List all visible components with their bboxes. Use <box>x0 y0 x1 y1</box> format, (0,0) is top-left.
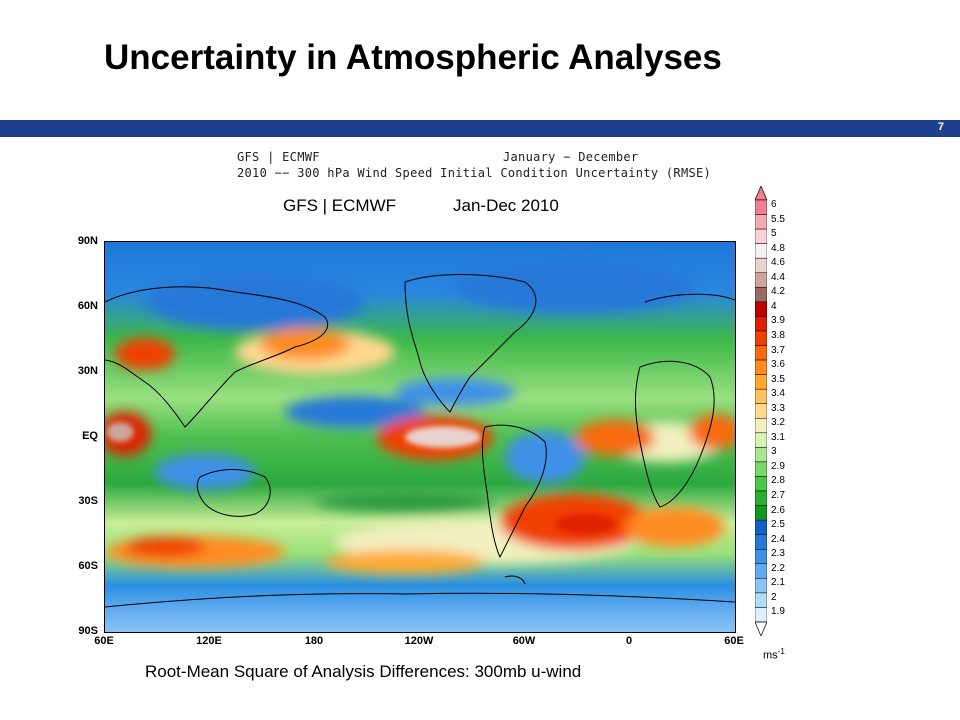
colorbar-tick-label: 3.9 <box>771 315 785 327</box>
figure-period-label: January − December <box>503 150 639 164</box>
colorbar-swatch <box>755 316 767 332</box>
colorbar-tick-label: 5 <box>771 228 777 240</box>
colorbar-tick-label: 3.7 <box>771 344 785 356</box>
colorbar-unit-exponent: -1 <box>777 647 785 656</box>
colorbar-swatch <box>755 505 767 521</box>
lat-label-eq: EQ <box>82 430 98 442</box>
colorbar-swatch <box>755 199 767 215</box>
lat-label-60s: 60S <box>78 560 98 572</box>
figure-header-line2: 2010 −− 300 hPa Wind Speed Initial Condi… <box>237 166 712 180</box>
map-subtitle-period: Jan-Dec 2010 <box>453 196 559 215</box>
lon-label-60e-east: 60E <box>724 635 744 647</box>
colorbar-tick-label: 4.6 <box>771 257 785 269</box>
slide-title: Uncertainty in Atmospheric Analyses <box>104 38 722 77</box>
colorbar-tick-label: 2.6 <box>771 504 785 516</box>
colorbar-swatch <box>755 418 767 434</box>
header-bar: 7 <box>0 120 960 137</box>
colorbar-swatch <box>755 330 767 346</box>
colorbar-tick-label: 4.4 <box>771 271 785 283</box>
colorbar-swatch <box>755 243 767 259</box>
colorbar-tick-label: 3.6 <box>771 359 785 371</box>
colorbar-swatch <box>755 403 767 419</box>
colorbar-swatch <box>755 490 767 506</box>
colorbar-tick-label: 2.8 <box>771 475 785 487</box>
map-subtitle-source: GFS | ECMWF <box>283 196 397 215</box>
colorbar-unit-base: ms <box>763 649 778 662</box>
colorbar-tick-label: 2.4 <box>771 533 785 545</box>
lon-label-180: 180 <box>304 635 324 647</box>
colorbar-swatch <box>755 519 767 535</box>
colorbar-tick-label: 4 <box>771 300 777 312</box>
lon-label-0: 0 <box>625 635 633 647</box>
colorbar-tick-label: 2.9 <box>771 460 785 472</box>
colorbar-tick-label: 2.2 <box>771 562 785 574</box>
colorbar-swatch <box>755 461 767 477</box>
colorbar-swatch <box>755 548 767 565</box>
colorbar-tick-label: 1.9 <box>771 606 785 618</box>
colorbar-tick-label: 3.2 <box>771 417 785 429</box>
colorbar <box>755 186 767 636</box>
colorbar-swatch <box>755 374 767 390</box>
page-number: 7 <box>937 121 944 133</box>
colorbar-min-arrow <box>755 621 767 636</box>
colorbar-swatch <box>755 592 767 608</box>
colorbar-tick-label: 3.3 <box>771 402 785 414</box>
colorbar-tick-label: 3.8 <box>771 329 785 341</box>
lat-label-60n: 60N <box>77 300 98 312</box>
colorbar-swatch <box>755 476 767 492</box>
colorbar-swatch <box>755 563 767 579</box>
lon-label-60e-west: 60E <box>94 635 114 647</box>
colorbar-swatch <box>755 534 767 550</box>
colorbar-tick-label: 2.5 <box>771 519 785 531</box>
colorbar-swatch <box>755 272 767 288</box>
lat-label-90n: 90N <box>77 235 98 247</box>
colorbar-swatch <box>755 287 767 303</box>
colorbar-swatch <box>755 447 767 463</box>
colorbar-tick-label: 3 <box>771 446 777 458</box>
colorbar-tick-label: 3.1 <box>771 431 785 443</box>
uncertainty-map-graphic <box>105 242 735 632</box>
colorbar-swatch <box>755 228 767 244</box>
lon-label-60w: 60W <box>512 635 536 647</box>
colorbar-unit: ms-1 <box>763 647 785 662</box>
figure-caption: Root-Mean Square of Analysis Differences… <box>145 662 582 681</box>
colorbar-swatch <box>755 607 767 623</box>
colorbar-swatch <box>755 214 767 230</box>
lat-label-30n: 30N <box>77 365 98 377</box>
colorbar-swatch <box>755 301 767 317</box>
colorbar-tick-label: 4.8 <box>771 242 785 254</box>
colorbar-tick-label: 5.5 <box>771 213 785 225</box>
colorbar-tick-label: 2.3 <box>771 548 785 560</box>
uncertainty-map <box>104 241 736 633</box>
colorbar-swatch <box>755 345 767 361</box>
lat-label-90s: 90S <box>78 625 98 637</box>
colorbar-tick-label: 2.7 <box>771 490 785 502</box>
colorbar-tick-label: 2 <box>771 591 777 603</box>
colorbar-swatch <box>755 257 767 274</box>
colorbar-swatch <box>755 359 767 375</box>
colorbar-tick-label: 4.2 <box>771 286 785 298</box>
lon-label-120w: 120W <box>404 635 434 647</box>
colorbar-swatch <box>755 432 767 448</box>
colorbar-tick-label: 6 <box>771 199 777 210</box>
colorbar-swatch <box>755 578 767 594</box>
colorbar-swatch <box>755 388 767 404</box>
lon-label-120e: 120E <box>196 635 222 647</box>
colorbar-tick-label: 3.5 <box>771 373 785 385</box>
colorbar-tick-label: 3.4 <box>771 388 785 400</box>
lat-label-30s: 30S <box>78 495 98 507</box>
colorbar-tick-label: 2.1 <box>771 577 785 589</box>
figure-source-label: GFS | ECMWF <box>237 150 320 164</box>
colorbar-max-arrow <box>755 186 767 201</box>
figure-header-line1: GFS | ECMWF January − December <box>237 150 638 164</box>
